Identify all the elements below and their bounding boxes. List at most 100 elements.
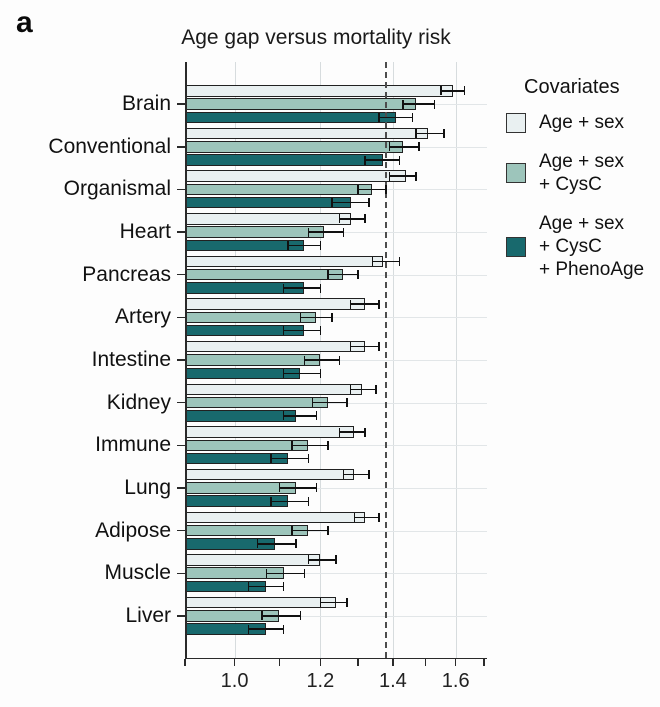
gridline-horizontal — [185, 573, 487, 575]
x-axis-tick — [278, 659, 281, 666]
error-bar-cap — [247, 582, 250, 592]
error-bar-cap — [364, 427, 366, 437]
error-bar — [328, 273, 358, 276]
error-bar — [440, 90, 465, 92]
error-bar — [358, 188, 387, 191]
chart-title: Age gap versus mortality risk — [181, 26, 451, 49]
x-axis-tick — [392, 659, 394, 666]
category-label-brain: Brain — [121, 92, 171, 116]
gridline-horizontal — [185, 615, 487, 617]
error-bar-cap — [338, 214, 341, 224]
error-bar-cap — [342, 227, 345, 237]
error-bar-cap — [287, 240, 289, 250]
error-bar-cap — [378, 112, 380, 122]
error-bar-cap — [357, 184, 359, 194]
error-bar-cap — [378, 512, 380, 522]
legend-label-3: Age + sex + CysC + PhenoAge — [539, 213, 645, 280]
bar-intestine-series1 — [185, 340, 366, 353]
error-bar — [292, 444, 329, 447]
bar-brain-series2 — [185, 98, 416, 110]
category-label-pancreas: Pancreas — [82, 262, 171, 286]
legend: Covariates Age + sex Age + sex + CysC Age … — [506, 76, 660, 297]
bar-artery-series2 — [185, 311, 317, 324]
bar-organismal-series2 — [185, 183, 373, 196]
legend-swatch-1 — [506, 112, 526, 133]
error-bar — [283, 372, 321, 375]
error-bar-cap — [299, 312, 302, 322]
error-bar-cap — [282, 582, 285, 592]
error-bar-cap — [364, 155, 366, 165]
error-bar-cap — [388, 171, 391, 181]
error-bar — [365, 159, 400, 161]
error-bar-cap — [307, 454, 310, 464]
error-bar-cap — [463, 86, 466, 96]
error-bar — [248, 628, 284, 630]
error-bar — [312, 401, 348, 404]
error-bar-cap — [338, 355, 341, 365]
error-bar-cap — [282, 624, 285, 634]
error-bar-cap — [307, 227, 310, 237]
bar-organismal-series3 — [185, 196, 351, 209]
error-bar-cap — [342, 470, 345, 480]
y-axis-tick — [177, 487, 185, 489]
gridline-horizontal — [185, 317, 487, 319]
error-bar — [372, 260, 400, 263]
bar-heart-series1 — [185, 212, 351, 225]
error-bar — [300, 316, 332, 319]
error-bar — [343, 473, 369, 476]
error-bar — [261, 615, 301, 617]
error-bar — [331, 201, 369, 204]
error-bar-cap — [357, 270, 359, 280]
error-bar — [304, 359, 340, 361]
error-bar-cap — [398, 256, 401, 266]
bar-muscle-series1 — [185, 554, 321, 566]
legend-swatch-2 — [506, 163, 526, 183]
error-bar — [339, 218, 366, 220]
error-bar-cap — [278, 483, 281, 493]
error-bar-cap — [346, 398, 348, 408]
bar-kidney-series3 — [185, 410, 297, 422]
error-bar-cap — [349, 342, 352, 352]
error-bar — [270, 500, 309, 502]
error-bar — [415, 132, 444, 135]
bar-kidney-series1 — [185, 383, 362, 396]
legend-swatch-3 — [506, 236, 526, 257]
error-bar-cap — [418, 142, 420, 152]
legend-items: Age + sex Age + sex + CysC Age + sex + Cys… — [506, 111, 660, 281]
error-bar-cap — [440, 86, 442, 96]
y-axis-tick — [177, 316, 185, 319]
error-bar-cap — [368, 470, 370, 480]
error-bar-cap — [256, 539, 259, 549]
error-bar-cap — [353, 512, 356, 522]
error-bar-cap — [282, 283, 285, 293]
error-bar — [320, 601, 348, 604]
error-bar-cap — [331, 198, 333, 208]
x-axis-tick — [184, 659, 186, 666]
x-tick-label-1.2: 1.2 — [306, 670, 335, 692]
y-axis-spine — [185, 62, 187, 658]
bar-brain-series3 — [185, 111, 397, 124]
error-bar — [270, 457, 309, 460]
bar-kidney-series2 — [185, 396, 329, 409]
gridline-horizontal — [185, 445, 487, 447]
y-axis-tick — [177, 615, 185, 617]
error-bar — [283, 415, 317, 417]
error-bar — [389, 146, 420, 148]
error-bar-cap — [282, 368, 285, 378]
y-axis-tick — [177, 103, 185, 105]
category-label-muscle: Muscle — [104, 561, 171, 585]
y-axis-tick — [177, 401, 185, 404]
error-bar-cap — [265, 568, 268, 578]
error-bar — [350, 388, 376, 391]
bar-organismal-series1 — [185, 170, 407, 182]
error-bar-cap — [303, 568, 306, 578]
error-bar-cap — [270, 454, 272, 464]
legend-label-1: Age + sex — [539, 112, 625, 133]
bar-conventional-series1 — [185, 127, 429, 140]
x-tick-label-1.0: 1.0 — [220, 670, 249, 692]
x-axis-spine — [185, 657, 487, 659]
y-axis-tick — [177, 572, 185, 574]
error-bar-cap — [349, 384, 352, 394]
gridline-horizontal — [185, 487, 487, 489]
bar-heart-series2 — [185, 226, 325, 238]
